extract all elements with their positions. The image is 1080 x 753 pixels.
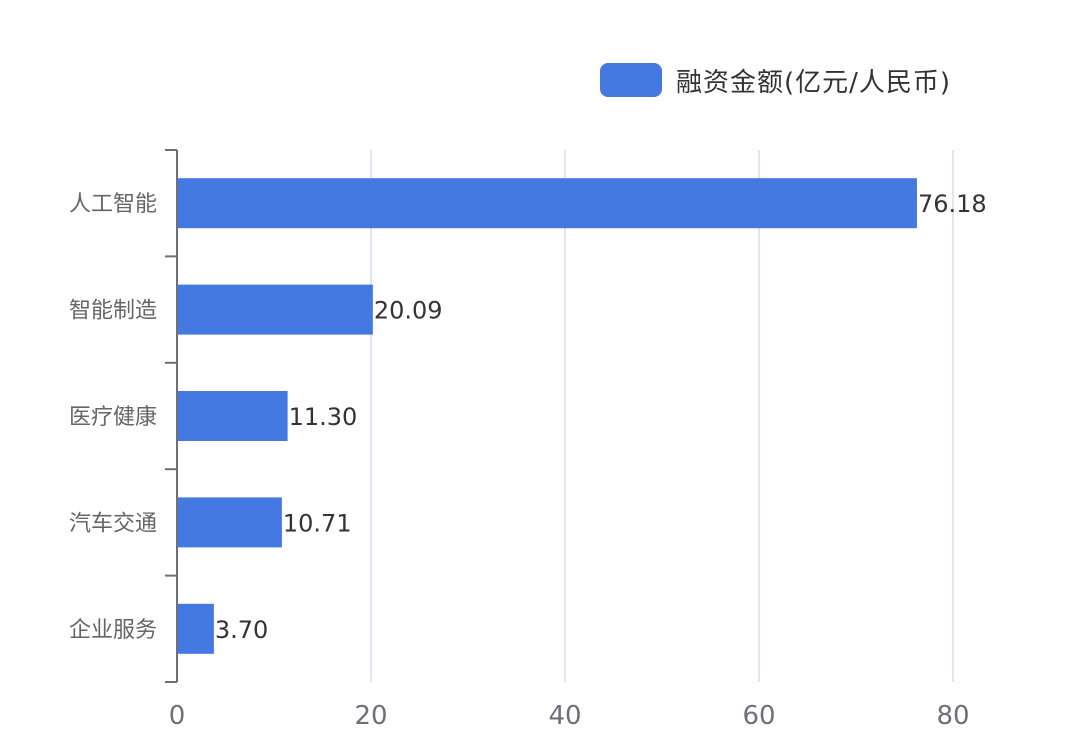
value-label: 3.70 xyxy=(215,616,268,644)
category-label: 企业服务 xyxy=(69,618,157,643)
grid-lines xyxy=(370,150,954,682)
legend-swatch xyxy=(600,63,662,97)
bar[interactable] xyxy=(178,284,373,335)
value-label: 76.18 xyxy=(918,190,987,218)
x-tick-label: 20 xyxy=(354,701,387,731)
bar[interactable] xyxy=(178,603,214,654)
x-tick-label: 60 xyxy=(742,701,775,731)
x-tick-label: 0 xyxy=(169,701,186,731)
x-tick-label: 80 xyxy=(936,701,969,731)
bar[interactable] xyxy=(178,497,282,548)
bar[interactable] xyxy=(178,178,917,229)
category-label: 人工智能 xyxy=(69,192,157,217)
value-label: 20.09 xyxy=(374,297,443,325)
category-label: 医疗健康 xyxy=(69,405,157,430)
value-label: 10.71 xyxy=(283,509,352,537)
value-label: 11.30 xyxy=(289,403,358,431)
bars: 76.18 20.09 11.30 10.71 3.70 xyxy=(178,178,987,654)
category-label: 智能制造 xyxy=(69,299,157,324)
bar[interactable] xyxy=(178,391,288,441)
x-tick-label: 40 xyxy=(548,701,581,731)
category-label: 汽车交通 xyxy=(69,511,157,536)
legend-label: 融资金额(亿元/人民币) xyxy=(676,67,952,98)
x-axis: 0 20 40 60 80 xyxy=(169,701,970,731)
chart-legend[interactable]: 融资金额(亿元/人民币) xyxy=(600,58,951,102)
